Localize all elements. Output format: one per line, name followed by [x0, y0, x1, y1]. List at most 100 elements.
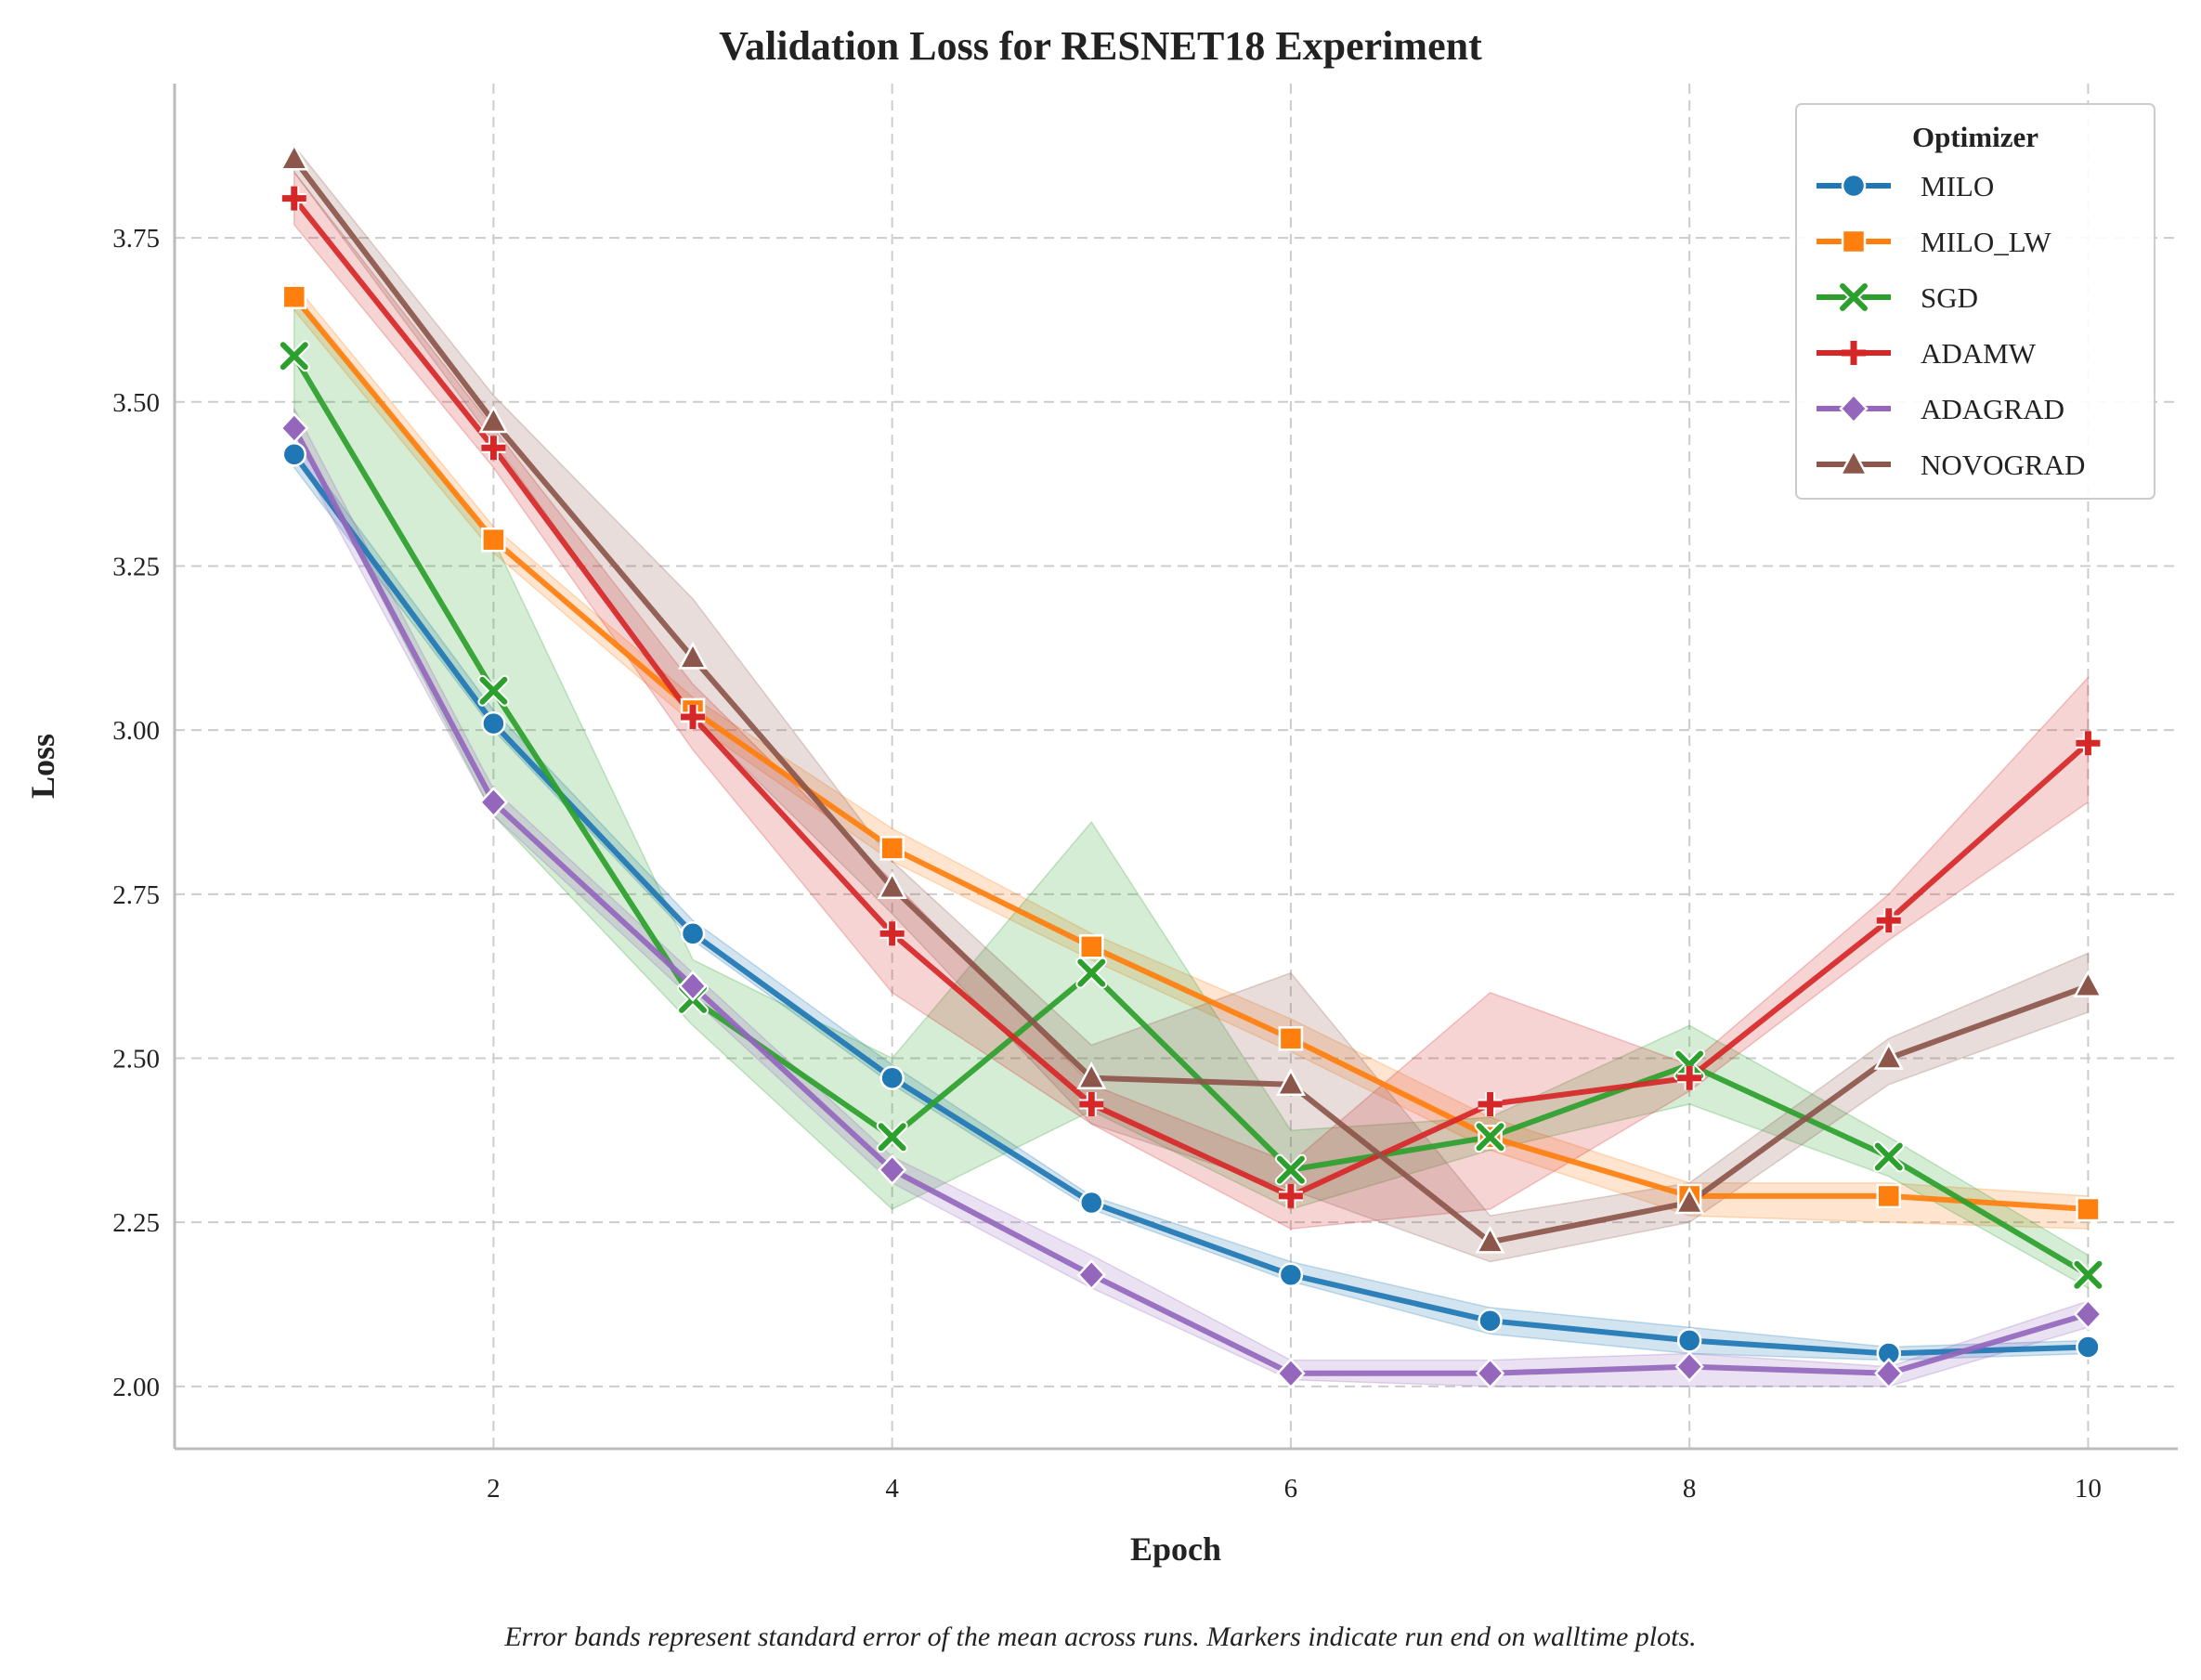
legend-label-sgd: SGD: [1921, 281, 1978, 314]
data-point-adamw: [281, 186, 306, 211]
x-tick-label: 8: [1683, 1474, 1697, 1504]
error-band-novograd: [293, 143, 2090, 1263]
y-tick-label: 2.75: [112, 880, 160, 910]
data-point-adamw: [1876, 908, 1901, 933]
x-tick-label: 2: [487, 1474, 501, 1504]
y-tick-label: 3.00: [112, 716, 160, 746]
legend-marker-adamw: [1842, 341, 1866, 365]
y-tick-label: 2.25: [112, 1208, 160, 1238]
data-point-adagrad: [2073, 1298, 2103, 1330]
x-axis-label: Epoch: [1130, 1530, 1221, 1568]
legend: Optimizer MILO MILO_LW SGD ADAMW ADAGRAD NOVO…: [1795, 103, 2155, 500]
data-point-adagrad: [1674, 1350, 1704, 1383]
legend-title: Optimizer: [1912, 121, 2038, 153]
data-point-novograd: [1674, 1186, 1705, 1215]
data-point-adamw: [1677, 1065, 1702, 1090]
x-tick-labels: 2 4 6 8 10: [487, 1474, 2102, 1504]
data-point-adagrad: [1276, 1357, 1306, 1389]
data-point-adamw: [1478, 1091, 1503, 1116]
legend-label-adagrad: ADAGRAD: [1921, 393, 2064, 425]
legend-item-milo-lw: MILO_LW: [1817, 226, 2051, 258]
data-point-milo: [281, 442, 307, 467]
data-point-milo: [1278, 1262, 1304, 1287]
data-point-sgd: [1674, 1048, 1706, 1081]
data-point-milo: [2076, 1335, 2101, 1360]
data-point-novograd: [1873, 1041, 1904, 1070]
chart-caption: Error bands represent standard error of …: [503, 1621, 1696, 1652]
series-line-adamw: [292, 196, 2090, 1199]
series-markers: [278, 142, 2104, 1389]
legend-items: MILO MILO_LW SGD ADAMW ADAGRAD NOVOGRAD: [1817, 170, 2085, 481]
data-point-adamw: [1278, 1183, 1303, 1208]
data-point-milo-lw: [1079, 934, 1104, 959]
data-point-adagrad: [1874, 1357, 1904, 1389]
data-point-adamw: [1079, 1091, 1104, 1116]
y-tick-label: 3.75: [112, 224, 160, 254]
error-band-milo-lw: [293, 281, 2090, 1231]
series-line-sgd: [292, 354, 2090, 1278]
y-tick-label: 2.00: [112, 1373, 160, 1402]
x-tick-label: 10: [2075, 1474, 2102, 1504]
legend-label-novograd: NOVOGRAD: [1921, 449, 2085, 481]
data-point-adagrad: [877, 1153, 907, 1186]
legend-marker-milo: [1841, 173, 1867, 199]
data-point-adamw: [681, 704, 706, 729]
series-line-milo: [292, 452, 2089, 1357]
legend-item-sgd: SGD: [1817, 281, 1978, 314]
legend-box: [1795, 103, 2155, 500]
error-bands: [293, 143, 2090, 1387]
data-point-novograd: [1076, 1061, 1107, 1089]
data-point-milo: [1079, 1190, 1104, 1216]
data-point-sgd: [876, 1121, 908, 1153]
data-point-sgd: [1075, 957, 1108, 989]
data-point-adagrad: [478, 787, 509, 818]
legend-label-adamw: ADAMW: [1921, 337, 2037, 370]
data-point-milo-lw: [281, 284, 307, 309]
data-point-novograd: [478, 405, 509, 434]
data-point-novograd: [1275, 1068, 1307, 1097]
legend-item-milo: MILO: [1817, 170, 1994, 202]
y-tick-label: 3.25: [112, 552, 160, 581]
data-point-milo-lw: [481, 527, 506, 553]
legend-marker-sgd: [1838, 281, 1869, 313]
data-point-adagrad: [280, 412, 309, 444]
data-point-adagrad: [1475, 1357, 1505, 1389]
y-tick-labels: 2.00 2.25 2.50 2.75 3.00 3.25 3.50 3.75: [112, 224, 160, 1402]
y-axis-label: Loss: [24, 734, 61, 799]
data-point-milo-lw: [1876, 1183, 1902, 1209]
data-point-sgd: [1274, 1153, 1307, 1186]
data-point-sgd: [477, 674, 510, 707]
axes: [173, 84, 2178, 1451]
series-line-novograd: [292, 157, 2090, 1245]
data-point-adagrad: [1076, 1258, 1106, 1291]
data-point-sgd: [1474, 1121, 1506, 1153]
data-point-adagrad: [678, 970, 708, 1002]
legend-item-adagrad: ADAGRAD: [1817, 393, 2064, 425]
y-tick-label: 3.50: [112, 388, 160, 418]
x-tick-label: 6: [1284, 1474, 1298, 1504]
data-point-novograd: [877, 871, 907, 899]
legend-label-milo: MILO: [1921, 170, 1994, 202]
series-lines: [292, 157, 2090, 1376]
data-point-milo-lw: [2076, 1196, 2101, 1222]
data-point-adamw: [879, 921, 905, 946]
data-point-milo: [680, 920, 706, 946]
data-point-sgd: [2072, 1258, 2104, 1291]
legend-label-milo-lw: MILO_LW: [1921, 226, 2051, 258]
data-point-milo: [879, 1065, 905, 1090]
data-point-milo-lw: [879, 836, 905, 861]
data-point-novograd: [1475, 1225, 1505, 1254]
data-point-novograd: [677, 641, 709, 670]
data-point-adamw: [481, 436, 506, 461]
legend-marker-milo-lw: [1841, 228, 1867, 254]
chart-title: Validation Loss for RESNET18 Experiment: [719, 23, 1482, 69]
legend-item-adamw: ADAMW: [1817, 337, 2037, 370]
series-line-milo-lw: [292, 294, 2089, 1213]
data-point-sgd: [1872, 1140, 1905, 1173]
data-point-milo: [1676, 1328, 1702, 1353]
error-band-sgd: [293, 294, 2090, 1290]
y-tick-label: 2.50: [112, 1044, 160, 1074]
series-line-adagrad: [292, 426, 2090, 1376]
